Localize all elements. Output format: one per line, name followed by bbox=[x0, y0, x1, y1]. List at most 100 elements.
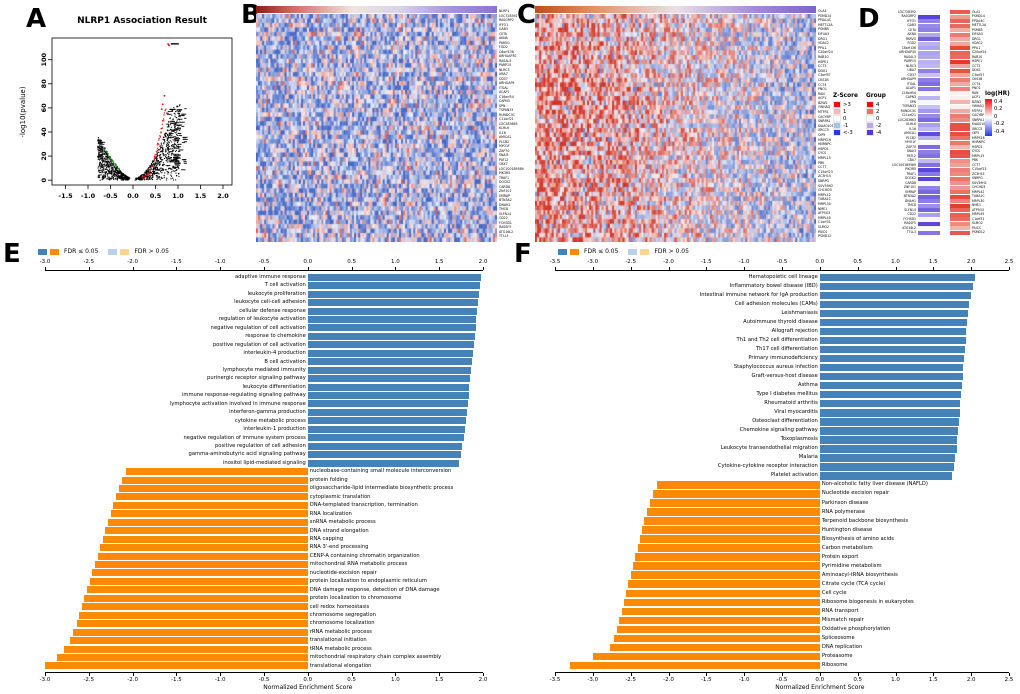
volcano-point bbox=[170, 126, 173, 128]
volcano-point bbox=[179, 121, 181, 123]
hr-cell bbox=[950, 109, 970, 114]
enrichment-bar-label: DNA damage response, detection of DNA da… bbox=[309, 586, 440, 593]
enrichment-bar-label: leukocyte cell-cell adhesion bbox=[234, 299, 306, 306]
enrichment-bar-label: RNA capping bbox=[309, 535, 344, 542]
volcano-point bbox=[170, 154, 173, 156]
volcano-point bbox=[111, 177, 113, 179]
gene-hr-row: C20orf24 bbox=[950, 51, 1020, 56]
hr-cell bbox=[950, 14, 970, 19]
volcano-point bbox=[153, 166, 155, 168]
volcano-significant-point-negative bbox=[111, 159, 114, 161]
axis-tick-label: -3.5 bbox=[549, 677, 561, 683]
gene-label: C1orf31 bbox=[972, 216, 985, 221]
enrichment-bar bbox=[308, 273, 481, 281]
volcano-point bbox=[149, 165, 151, 167]
volcano-gene-label-smudge bbox=[178, 118, 183, 120]
enrichment-bar bbox=[628, 580, 820, 588]
volcano-gene-label-smudge bbox=[182, 138, 188, 140]
enrichment-bar bbox=[647, 508, 820, 516]
hr-cell bbox=[918, 167, 940, 172]
gene-label: SNRPG bbox=[972, 176, 983, 181]
volcano-gene-label-smudge bbox=[178, 149, 184, 151]
gene-label: FGD2 bbox=[499, 45, 508, 49]
volcano-point bbox=[166, 129, 169, 131]
legend-label: <-3 bbox=[843, 129, 853, 136]
volcano-point bbox=[109, 172, 111, 174]
volcano-significant-point-positive bbox=[157, 150, 159, 152]
gene-label: MRPL15 bbox=[972, 153, 985, 158]
enrichment-bar-label: Biosynthesis of amino acids bbox=[821, 535, 894, 542]
volcano-gene-label-smudge bbox=[171, 166, 176, 168]
volcano-gene-label-smudge bbox=[173, 155, 179, 157]
volcano-point bbox=[110, 172, 113, 174]
enrichment-bar bbox=[650, 499, 820, 507]
volcano-point bbox=[146, 178, 148, 180]
volcano-point bbox=[105, 170, 108, 173]
enrichment-bar bbox=[820, 300, 970, 309]
volcano-point bbox=[97, 176, 99, 179]
volcano-gene-label-smudge bbox=[172, 146, 175, 148]
gene-hr-row: CYCS bbox=[950, 150, 1020, 155]
enrichment-bar bbox=[820, 273, 976, 282]
volcano-plot: -1.5 -1.0 -0.5 0.0 0.5 1.0 1.5 2.0 0 20 40 60 80 100 bbox=[40, 37, 233, 200]
volcano-point bbox=[160, 169, 163, 172]
gene-hr-row: TUBA1C bbox=[950, 195, 1020, 200]
gene-label: ARHGAP9 bbox=[901, 77, 916, 82]
volcano-highlight-point bbox=[163, 94, 166, 97]
gene-hr-row: CCT7 bbox=[950, 163, 1020, 168]
axis-tick bbox=[857, 673, 859, 676]
gene-hr-row: PLCB2 bbox=[880, 136, 942, 141]
volcano-point bbox=[114, 177, 116, 180]
volcano-significant-point-negative bbox=[118, 169, 120, 171]
volcano-point bbox=[160, 158, 162, 160]
axis-tick-label: -3.0 bbox=[39, 259, 51, 265]
enrichment-bar bbox=[89, 577, 308, 585]
volcano-gene-label-smudge bbox=[171, 130, 176, 132]
volcano-significant-point-positive bbox=[156, 147, 159, 149]
volcano-gene-label-smudge bbox=[173, 156, 178, 158]
gene-hr-row: SNRPA1 bbox=[950, 118, 1020, 123]
gene-hr-row: C1orf31 bbox=[950, 217, 1020, 222]
volcano-gene-label-smudge bbox=[181, 169, 186, 171]
axis-tick bbox=[176, 267, 178, 270]
gene-hr-row: FGD2 bbox=[880, 42, 942, 47]
panel-label-a: A bbox=[26, 4, 47, 34]
enrichment-bar bbox=[820, 427, 959, 435]
volcano-point bbox=[150, 177, 153, 180]
gene-label: PBK bbox=[972, 158, 979, 163]
volcano-significant-point-positive bbox=[152, 162, 155, 165]
volcano-highlight-point bbox=[161, 103, 164, 106]
volcano-point bbox=[103, 157, 106, 159]
gene-label: SUV39H2 bbox=[818, 183, 834, 188]
volcano-point bbox=[123, 177, 125, 179]
enrichment-bar-label: negative regulation of immune system pro… bbox=[183, 434, 306, 441]
volcano-point bbox=[109, 179, 111, 181]
volcano-point bbox=[156, 161, 159, 163]
volcano-point bbox=[129, 177, 131, 179]
axis-tick bbox=[351, 267, 353, 270]
axis-tick bbox=[895, 267, 897, 270]
volcano-point bbox=[112, 165, 114, 167]
enrichment-bar-label: DNA replication bbox=[821, 643, 863, 650]
gene-hr-row: BZW2 bbox=[950, 100, 1020, 105]
fdr-legend: FDR ≤ 0.05 FDR > 0.05 bbox=[558, 248, 697, 255]
gene-label: C20orf24 bbox=[972, 50, 987, 55]
gene-label: MRPL42 bbox=[972, 189, 985, 194]
enrichment-bar bbox=[105, 527, 308, 535]
volcano-point bbox=[176, 142, 179, 144]
gene-label: NLRC3 bbox=[905, 63, 916, 68]
volcano-point bbox=[164, 153, 166, 156]
gene-hr-row: LOC283663 bbox=[880, 118, 942, 123]
volcano-point bbox=[178, 110, 180, 113]
volcano-significant-point-positive bbox=[164, 109, 166, 112]
enrichment-bar-label: Osteoclast differentiation bbox=[752, 418, 818, 425]
gene-label: C3orf57 bbox=[972, 72, 985, 77]
volcano-point bbox=[98, 171, 100, 174]
volcano-point bbox=[174, 110, 177, 113]
volcano-gene-label-smudge bbox=[97, 147, 102, 149]
enrichment-bar-label: Citrate cycle (TCA cycle) bbox=[821, 580, 886, 587]
enrichment-bar bbox=[308, 366, 472, 374]
gene-label: C3orf57 bbox=[818, 73, 831, 78]
hr-cell bbox=[918, 46, 940, 51]
volcano-point bbox=[98, 170, 101, 172]
